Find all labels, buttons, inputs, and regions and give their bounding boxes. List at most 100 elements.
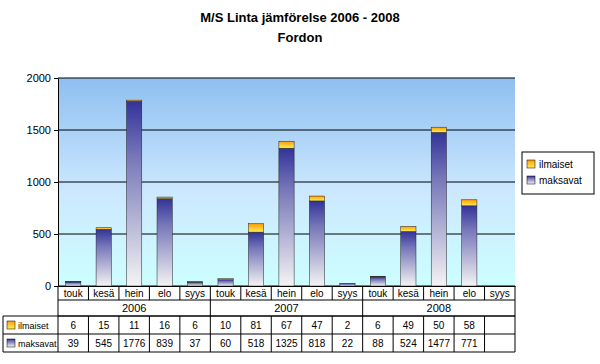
tick-label: touk — [368, 288, 388, 299]
tick: syys — [490, 286, 510, 299]
bar — [96, 228, 111, 230]
table-line — [393, 316, 394, 352]
tick-label: hein — [277, 288, 296, 299]
x-axis: toukkesäheinelosyystoukkesäheinelosyysto… — [59, 286, 516, 299]
tick-label: hein — [125, 288, 144, 299]
table-line — [179, 316, 180, 352]
bar — [218, 279, 233, 280]
tick: syys — [337, 286, 357, 299]
table-line — [118, 286, 119, 300]
tick: touk — [216, 286, 236, 299]
bar — [431, 127, 446, 132]
tick-label: 0 — [45, 280, 51, 292]
tick: 2000 — [27, 72, 58, 84]
table-value: 839 — [156, 338, 173, 349]
table-value: 545 — [95, 338, 112, 349]
tick-label: touk — [64, 288, 84, 299]
bar — [96, 229, 111, 286]
table-value: 1776 — [123, 338, 146, 349]
table-value: 818 — [309, 338, 326, 349]
tick-label: hein — [429, 288, 448, 299]
bar — [66, 282, 81, 286]
table-line — [271, 316, 272, 352]
table-line — [3, 334, 515, 335]
table-value: 1477 — [428, 338, 451, 349]
table-line — [515, 286, 516, 352]
bar — [370, 277, 385, 286]
table-value: 37 — [190, 338, 202, 349]
tick-label: touk — [216, 288, 236, 299]
table-line — [454, 286, 455, 300]
table-value: 771 — [461, 338, 478, 349]
bar — [401, 226, 416, 231]
axis-line — [59, 286, 516, 287]
table-value: 1325 — [275, 338, 298, 349]
table-line — [301, 286, 302, 300]
bar — [309, 201, 324, 286]
table-line — [484, 316, 485, 352]
table-grid — [3, 286, 515, 352]
table-value: 67 — [281, 320, 293, 331]
tick: 500 — [33, 228, 58, 240]
tick: 1500 — [27, 124, 58, 136]
tick: kesä — [398, 286, 420, 299]
tick-label: 1500 — [27, 124, 51, 136]
table-value: 47 — [311, 320, 323, 331]
legend-key — [527, 176, 535, 184]
table-line — [179, 286, 180, 300]
bar — [187, 282, 202, 286]
tick-label: kesä — [245, 288, 267, 299]
group-label: 2007 — [274, 302, 298, 314]
tick: hein — [125, 286, 144, 299]
tick: hein — [429, 286, 448, 299]
table-value: 6 — [375, 320, 381, 331]
table-value: 22 — [342, 338, 354, 349]
bar — [218, 280, 233, 286]
tick-label: syys — [185, 288, 205, 299]
table-line — [332, 316, 333, 352]
bar — [279, 148, 294, 286]
table-line — [3, 316, 4, 352]
bar — [127, 100, 142, 101]
table-value: 11 — [129, 320, 140, 331]
bar — [66, 281, 81, 283]
table-key — [7, 339, 15, 347]
table-value: 88 — [372, 338, 384, 349]
legend-label: ilmaiset — [539, 159, 573, 170]
tick-label: syys — [337, 288, 357, 299]
table-key — [7, 321, 15, 329]
bar — [462, 206, 477, 286]
table-value: 2 — [345, 320, 351, 331]
tick: syys — [185, 286, 205, 299]
table-value: 50 — [433, 320, 445, 331]
table-line — [88, 286, 89, 300]
table-value: 60 — [220, 338, 232, 349]
tick-mark — [54, 78, 58, 79]
table-value: 15 — [98, 320, 110, 331]
bar — [157, 199, 172, 286]
tick-label: kesä — [398, 288, 420, 299]
table-line — [423, 316, 424, 352]
bar — [248, 232, 263, 286]
table-line — [271, 286, 272, 300]
axis-line — [54, 79, 59, 287]
table-line — [3, 352, 515, 353]
bar — [370, 276, 385, 278]
table-line — [454, 316, 455, 352]
tick-mark — [54, 286, 58, 287]
table-line — [88, 316, 89, 352]
table-value: 39 — [68, 338, 80, 349]
group-label: 2006 — [122, 302, 146, 314]
tick-mark — [54, 130, 58, 131]
plot-background — [58, 78, 515, 286]
table-line — [240, 316, 241, 352]
tick: kesä — [245, 286, 267, 299]
table-line — [301, 316, 302, 352]
subtitle: Fordon — [278, 30, 323, 45]
grid — [58, 78, 515, 286]
bar — [401, 232, 416, 286]
table-line — [423, 286, 424, 300]
tick: touk — [368, 286, 388, 299]
legend-key — [527, 160, 535, 168]
bar — [127, 101, 142, 286]
